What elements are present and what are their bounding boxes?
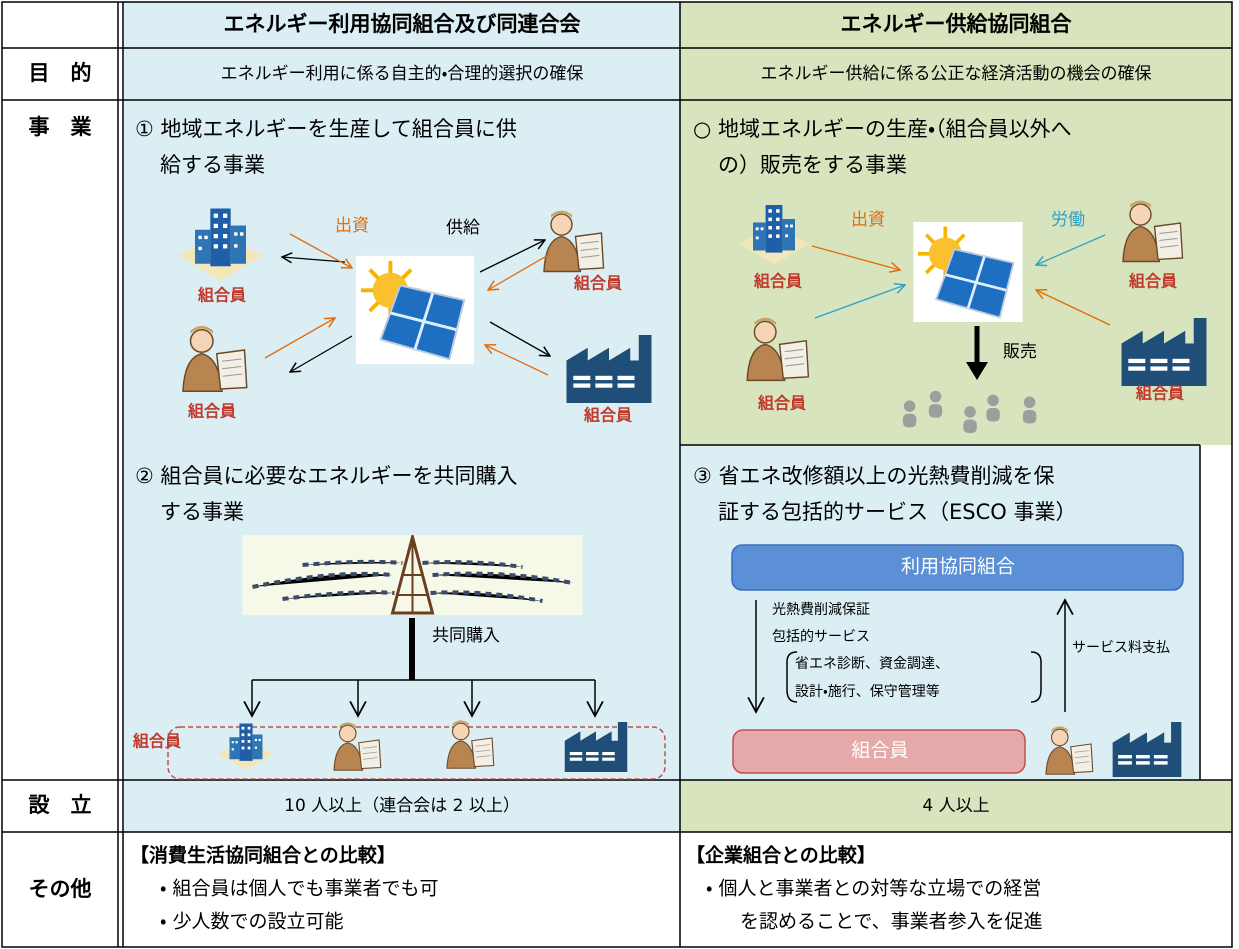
service-text: 包括的サービス <box>772 629 870 645</box>
member-label: 組合員 <box>573 274 622 293</box>
member-label: 組合員 <box>1128 272 1177 291</box>
member-label: 組合員 <box>187 402 236 421</box>
member-group-box <box>167 726 666 780</box>
row-label: 目 的 <box>29 61 92 85</box>
panel-title: ① 地域エネルギーを生産して組合員に供 <box>135 117 517 141</box>
cell-text: 4 人以上 <box>922 796 989 816</box>
flow-arrows-part <box>1036 234 1106 265</box>
comparison-item: ・ 個人と事業者との対等な立場での経営 <box>706 878 1041 900</box>
panel-title: 証する包括的サービス（ESCO 事業） <box>718 500 1076 524</box>
cell-backgrounds-part <box>124 48 680 100</box>
payment-text: サービス料支払 <box>1072 640 1170 656</box>
cell-text: エネルギー利用に係る自主的・合理的選択の確保 <box>221 64 584 84</box>
flow-label: 供給 <box>446 218 480 238</box>
panel-title: ② 組合員に必要なエネルギーを共同購入 <box>135 464 518 488</box>
purchase-arrows <box>243 618 604 718</box>
panel-title: ○ 地域エネルギーの生産・（組合員以外へ <box>693 117 1072 141</box>
member-label: 組合員 <box>583 406 632 425</box>
row-label: その他 <box>29 877 92 901</box>
service-text: 光熱費削減保証 <box>772 601 870 618</box>
service-text: 設計・施行、保守管理等 <box>795 683 940 700</box>
comparison-item: を認めることで、事業者参入を促進 <box>740 911 1043 933</box>
flow-arrows-part <box>264 318 335 359</box>
comparison-item: ・ 組合員は個人でも事業者でも可 <box>160 878 439 900</box>
panel-title: 給する事業 <box>160 153 265 177</box>
flow-arrows <box>811 234 1111 380</box>
flow-arrows-part <box>290 335 353 372</box>
row-label: 設 立 <box>29 793 92 817</box>
flow-label: 労働 <box>1051 210 1085 230</box>
panel-title: ③ 省エネ改修額以上の光熱費削減を保 <box>693 464 1055 488</box>
union-box <box>731 544 1184 591</box>
flow-arrows <box>264 233 551 376</box>
esco-arrows-part <box>1030 651 1042 703</box>
flow-arrows-part <box>489 321 550 356</box>
column-header: エネルギー供給協同組合 <box>841 12 1073 36</box>
solar-panel-icon <box>913 222 1022 322</box>
union-box-label: 利用協同組合 <box>901 556 1015 578</box>
comparison-item: ・ 少人数での設立可能 <box>160 911 344 933</box>
cell-text: エネルギー供給に係る公正な経済活動の機会の確保 <box>761 64 1152 84</box>
comparison-heading: 【企業組合との比較】 <box>686 844 876 867</box>
flow-arrows-part <box>814 285 905 319</box>
solar-panel-icon <box>356 255 474 365</box>
member-label: 組合員 <box>132 732 181 751</box>
esco-arrows-part <box>786 651 798 703</box>
cell-backgrounds-part <box>124 2 680 48</box>
flow-arrows-part <box>966 362 988 380</box>
cell-backgrounds-part <box>680 2 1232 48</box>
flow-arrows-part <box>479 240 545 273</box>
flow-label: 販売 <box>1003 342 1037 362</box>
member-label: 組合員 <box>753 272 802 291</box>
flow-arrows-part <box>289 233 352 268</box>
flow-arrows-part <box>282 257 346 262</box>
cell-text: 10 人以上（連合会は 2 以上） <box>284 796 520 816</box>
flow-arrows-part <box>1036 290 1111 326</box>
member-label: 組合員 <box>197 286 246 305</box>
flow-label: 出資 <box>851 210 885 230</box>
member-label: 組合員 <box>757 394 806 413</box>
flow-arrows-part <box>811 245 900 270</box>
column-header: エネルギー利用協同組合及び同連合会 <box>224 12 582 36</box>
panel-title: の）販売をする事業 <box>718 153 907 177</box>
esco-arrows <box>747 598 1074 714</box>
service-text: 省エネ診断、資金調達、 <box>795 656 949 672</box>
member-label: 組合員 <box>1135 384 1184 403</box>
panel-title: する事業 <box>160 500 244 524</box>
cell-backgrounds-part <box>124 780 680 832</box>
flow-label: 共同購入 <box>432 626 500 646</box>
cell-backgrounds-part <box>680 780 1232 832</box>
comparison-heading: 【消費生活協同組合との比較】 <box>130 844 396 867</box>
power-tower-image <box>243 535 583 615</box>
row-label: 事 業 <box>29 115 93 139</box>
flow-label: 出資 <box>335 216 369 236</box>
flow-arrows-part <box>485 345 549 376</box>
cell-backgrounds-part <box>680 445 1200 780</box>
member-box-label: 組合員 <box>851 740 908 762</box>
flow-arrows-part <box>488 253 551 290</box>
member-box <box>732 729 1026 774</box>
cell-backgrounds-part <box>124 100 680 780</box>
cell-backgrounds-part <box>680 48 1232 100</box>
